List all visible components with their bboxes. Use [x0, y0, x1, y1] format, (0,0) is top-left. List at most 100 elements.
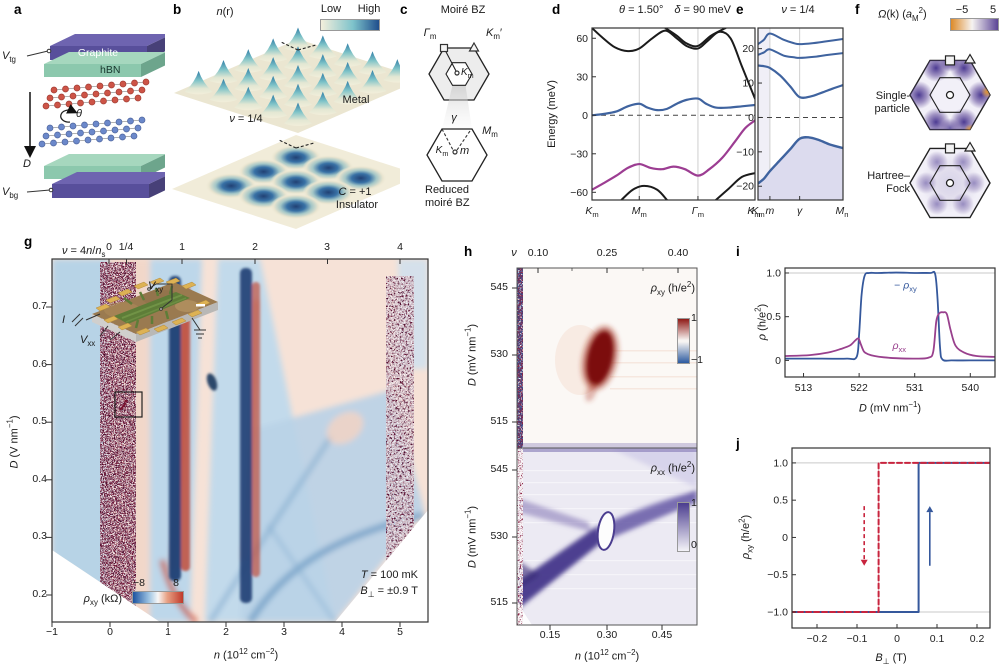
tick-label: 0.5 — [773, 495, 788, 507]
h-y-ticks-bottom-label: 515 — [490, 596, 508, 608]
tick-label: 531 — [906, 382, 924, 394]
triangle-marker-2 — [963, 141, 977, 152]
tick-label: 30 — [576, 71, 588, 83]
square-marker-2 — [944, 143, 956, 154]
metal-label: Metal — [342, 94, 370, 106]
panel-b-density-surfaces: b n(r) Low High Metal ν = 1/4 C = +1 Ins… — [165, 0, 400, 230]
berry-colorbar — [950, 18, 999, 31]
graphite2-front-face — [52, 184, 149, 198]
zoom-maps-art — [512, 267, 698, 630]
panel-f-berry-curvature: f Ω(k) (aM2) −5 5 Single- particle Hartr… — [850, 0, 1000, 230]
rho-xx-map — [517, 448, 697, 625]
rho-xy-map-label: ρxy (h/e2) — [650, 280, 695, 297]
gold-contact-pads — [95, 277, 211, 336]
band-structure-title: θ = 1.50° δ = 90 meV — [619, 4, 731, 16]
g-x-ticks-label: 3 — [281, 626, 287, 638]
g-colorbar-label: ρxy (kΩ) — [83, 593, 122, 608]
qah-pocket-dot — [124, 399, 128, 403]
zoom-map-tick-marks — [512, 268, 679, 630]
current-label: I — [62, 314, 66, 326]
tick-label: 0.5 — [766, 311, 781, 323]
rho-xy-cbar-min: −1 — [691, 354, 703, 366]
rho-xx-map-label: ρxx (h/e2) — [650, 460, 695, 477]
center-marker-1 — [945, 90, 955, 100]
qah-pocket-feature — [119, 402, 127, 411]
h-top-ticks-label: 0.40 — [667, 247, 689, 259]
h-x-ticks-label: 0.15 — [539, 629, 561, 641]
panel-c-brillouin-zones: c Moiré BZ Γm Km′ Km γ Mm Km m Reduced m… — [400, 0, 545, 230]
tick-label: 10 — [742, 78, 754, 90]
g-x-ticks-label: 5 — [397, 626, 403, 638]
g-y-ticks-label: 0.4 — [32, 473, 47, 485]
hbn-label: hBN — [100, 64, 121, 76]
berry-cbar-min: −5 — [955, 4, 969, 16]
gamma-m-square-marker — [439, 43, 449, 53]
g-y-ticks-label: 0.2 — [32, 588, 47, 600]
h-x-ticks-label: 0.30 — [596, 629, 618, 641]
graphite2-top-face — [52, 172, 165, 184]
panel-g-hall-map: g ν = 4n/ns 0 1/4 1 2 3 4 D (V nm−1) 0.7 0.6 0.… — [0, 230, 460, 669]
tick-label: −0.5 — [767, 569, 788, 581]
series-remote-band-lower — [620, 184, 668, 200]
scale-bar — [196, 304, 205, 307]
berry-curvature-title: Ω(k) (aM2) — [878, 6, 927, 23]
tick-label: Km​ — [751, 205, 764, 219]
g-top-ticks-label: 1 — [179, 241, 185, 253]
g-colorbar — [132, 591, 184, 604]
j-x-axis-label: B⊥ (T) — [875, 652, 907, 667]
g-top-ticks-label: 1/4 — [118, 241, 134, 253]
gate-top-label: Vtg — [2, 50, 16, 65]
tick-label: 0 — [894, 633, 900, 645]
tick-label: 1.0 — [773, 457, 788, 469]
series-flat-valence-band — [592, 119, 755, 191]
g-y-ticks-label: 0.3 — [32, 530, 47, 542]
insulating-stripes — [169, 268, 260, 603]
h-y-ticks-top-label: 530 — [490, 348, 508, 360]
berry-cbar-max: 5 — [989, 4, 997, 16]
temperature-annotation: T = 100 mK — [360, 569, 418, 581]
twisted-layer-blue — [38, 116, 146, 148]
g-top-ticks-label: 3 — [324, 241, 330, 253]
single-particle-label-2: particle — [874, 103, 910, 115]
tick-label: Mm​ — [835, 205, 848, 219]
hf-title: ν = 1/4 — [781, 4, 815, 16]
hall-map-art — [46, 258, 429, 627]
series-sweep-up — [792, 461, 990, 613]
reduced-caption-1: Reduced — [425, 184, 470, 196]
rho-xx-cbar-min: 0 — [691, 539, 697, 551]
filling-label: ν = 1/4 — [229, 113, 263, 125]
h-y-ticks-bottom-label: 530 — [490, 530, 508, 542]
hall-map-data-region — [52, 259, 428, 622]
series-hf-band-1 — [758, 32, 843, 46]
qah-pocket-box — [114, 391, 143, 418]
hartree-fock-label-1: Hartree– — [867, 170, 910, 182]
tick-label: m — [766, 205, 775, 217]
g-y-ticks-label: 0.7 — [32, 300, 47, 312]
hysteresis-plot-svg: 1.0 0.5 0 −0.5 −1.0 −0.2 −0.1 0 0.1 0.2 — [767, 447, 991, 645]
tick-label: Γm​ — [692, 205, 704, 219]
g-y-ticks-label: 0.5 — [32, 415, 47, 427]
tick-label: 0 — [782, 532, 788, 544]
panel-label-g: g — [24, 234, 33, 249]
vxy-label: Vxy — [148, 280, 164, 295]
tick-label: 522 — [850, 382, 868, 394]
tick-label: 0 — [748, 112, 754, 124]
h-y-ticks-top-label: 515 — [490, 415, 508, 427]
tick-label: 20 — [742, 43, 754, 55]
hartree-fock-inner-hexagon — [929, 165, 971, 201]
rho-xy-colorbar — [677, 318, 690, 364]
tick-label: −20 — [736, 181, 754, 193]
panel-label-b: b — [173, 2, 182, 17]
series-hf-band-2 — [758, 48, 843, 59]
series-flat-conduction-band — [592, 97, 755, 117]
g-colorbar-min: −8 — [133, 577, 145, 589]
tick-label: 513 — [795, 382, 813, 394]
tick-label: 0.2 — [970, 633, 985, 645]
metal-surface-peaks — [184, 27, 400, 127]
tick-label: Km​ — [585, 205, 598, 219]
panel-label-f: f — [855, 2, 860, 17]
k-point-marker — [454, 70, 460, 76]
panel-label-i: i — [736, 244, 740, 259]
h-top-ticks-label: 0.25 — [596, 247, 618, 259]
triangle-marker-1 — [963, 53, 977, 64]
